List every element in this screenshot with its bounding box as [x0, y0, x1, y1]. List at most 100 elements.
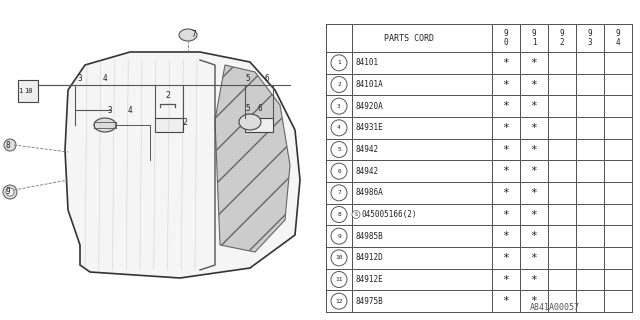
Text: *: * [502, 275, 509, 284]
Text: *: * [502, 145, 509, 155]
Bar [576, 182, 604, 204]
Circle shape [3, 185, 17, 199]
Bar [520, 182, 548, 204]
Bar [326, 139, 352, 160]
Bar [576, 24, 604, 52]
Circle shape [331, 250, 347, 266]
Text: PARTS CORD: PARTS CORD [384, 34, 434, 43]
Text: 9
2: 9 2 [560, 29, 564, 47]
Bar [604, 74, 632, 95]
Circle shape [352, 211, 360, 219]
Bar [492, 225, 520, 247]
Text: 84101: 84101 [356, 58, 379, 67]
Bar [576, 117, 604, 139]
Bar [326, 160, 352, 182]
Text: 4: 4 [102, 74, 108, 83]
Text: 11: 11 [335, 277, 343, 282]
Text: 9
0: 9 0 [504, 29, 508, 47]
Bar [576, 225, 604, 247]
Bar [326, 95, 352, 117]
Circle shape [331, 271, 347, 287]
Bar [326, 225, 352, 247]
Bar [492, 117, 520, 139]
Bar [520, 204, 548, 225]
Bar [548, 182, 576, 204]
Bar [492, 269, 520, 290]
Bar [520, 160, 548, 182]
Text: *: * [531, 253, 538, 263]
Text: *: * [502, 166, 509, 176]
Text: 9
4: 9 4 [616, 29, 620, 47]
Bar [520, 117, 548, 139]
Bar [548, 139, 576, 160]
Bar [548, 225, 576, 247]
Bar [548, 269, 576, 290]
Bar [604, 160, 632, 182]
Bar [576, 95, 604, 117]
Bar [576, 160, 604, 182]
Bar [326, 52, 352, 74]
Ellipse shape [94, 118, 116, 132]
Text: 8: 8 [5, 140, 10, 149]
Text: 2: 2 [337, 82, 341, 87]
Text: 8: 8 [337, 212, 341, 217]
Bar [326, 24, 632, 312]
Bar [548, 117, 576, 139]
Ellipse shape [179, 29, 197, 41]
Text: 10: 10 [24, 88, 32, 94]
Text: 84986A: 84986A [356, 188, 384, 197]
Text: 84985B: 84985B [356, 232, 384, 241]
Text: *: * [502, 210, 509, 220]
Text: 3: 3 [108, 106, 112, 115]
Text: *: * [502, 188, 509, 198]
Text: 84912D: 84912D [356, 253, 384, 262]
Bar [352, 204, 492, 225]
Text: 6: 6 [337, 169, 341, 174]
Text: *: * [502, 58, 509, 68]
Bar [604, 269, 632, 290]
Text: *: * [531, 231, 538, 241]
Polygon shape [65, 52, 300, 278]
Text: *: * [502, 253, 509, 263]
Bar [548, 290, 576, 312]
Bar [352, 117, 492, 139]
Bar [326, 247, 352, 269]
Bar [492, 290, 520, 312]
Text: 5: 5 [246, 74, 250, 83]
Bar [326, 117, 352, 139]
Text: 84931E: 84931E [356, 123, 384, 132]
Bar [520, 95, 548, 117]
Text: *: * [531, 123, 538, 133]
Text: *: * [531, 210, 538, 220]
Text: 7: 7 [192, 30, 196, 39]
Text: *: * [502, 296, 509, 306]
Text: 84942: 84942 [356, 167, 379, 176]
Text: 9
1: 9 1 [532, 29, 536, 47]
Bar [492, 204, 520, 225]
Bar [604, 247, 632, 269]
Text: 9: 9 [5, 188, 10, 196]
Bar [604, 290, 632, 312]
Bar [576, 52, 604, 74]
Circle shape [331, 293, 347, 309]
Text: *: * [531, 296, 538, 306]
Circle shape [4, 139, 16, 151]
Text: *: * [531, 275, 538, 284]
Bar [520, 139, 548, 160]
Bar [520, 52, 548, 74]
Bar [576, 290, 604, 312]
Text: *: * [502, 101, 509, 111]
Text: 84975B: 84975B [356, 297, 384, 306]
Bar [604, 204, 632, 225]
Circle shape [331, 206, 347, 222]
Text: *: * [502, 231, 509, 241]
Text: 84912E: 84912E [356, 275, 384, 284]
Bar [604, 24, 632, 52]
Bar [548, 247, 576, 269]
Bar [352, 24, 492, 52]
Bar [548, 204, 576, 225]
Bar [326, 290, 352, 312]
Bar [492, 52, 520, 74]
Text: 84101A: 84101A [356, 80, 384, 89]
Bar [520, 247, 548, 269]
